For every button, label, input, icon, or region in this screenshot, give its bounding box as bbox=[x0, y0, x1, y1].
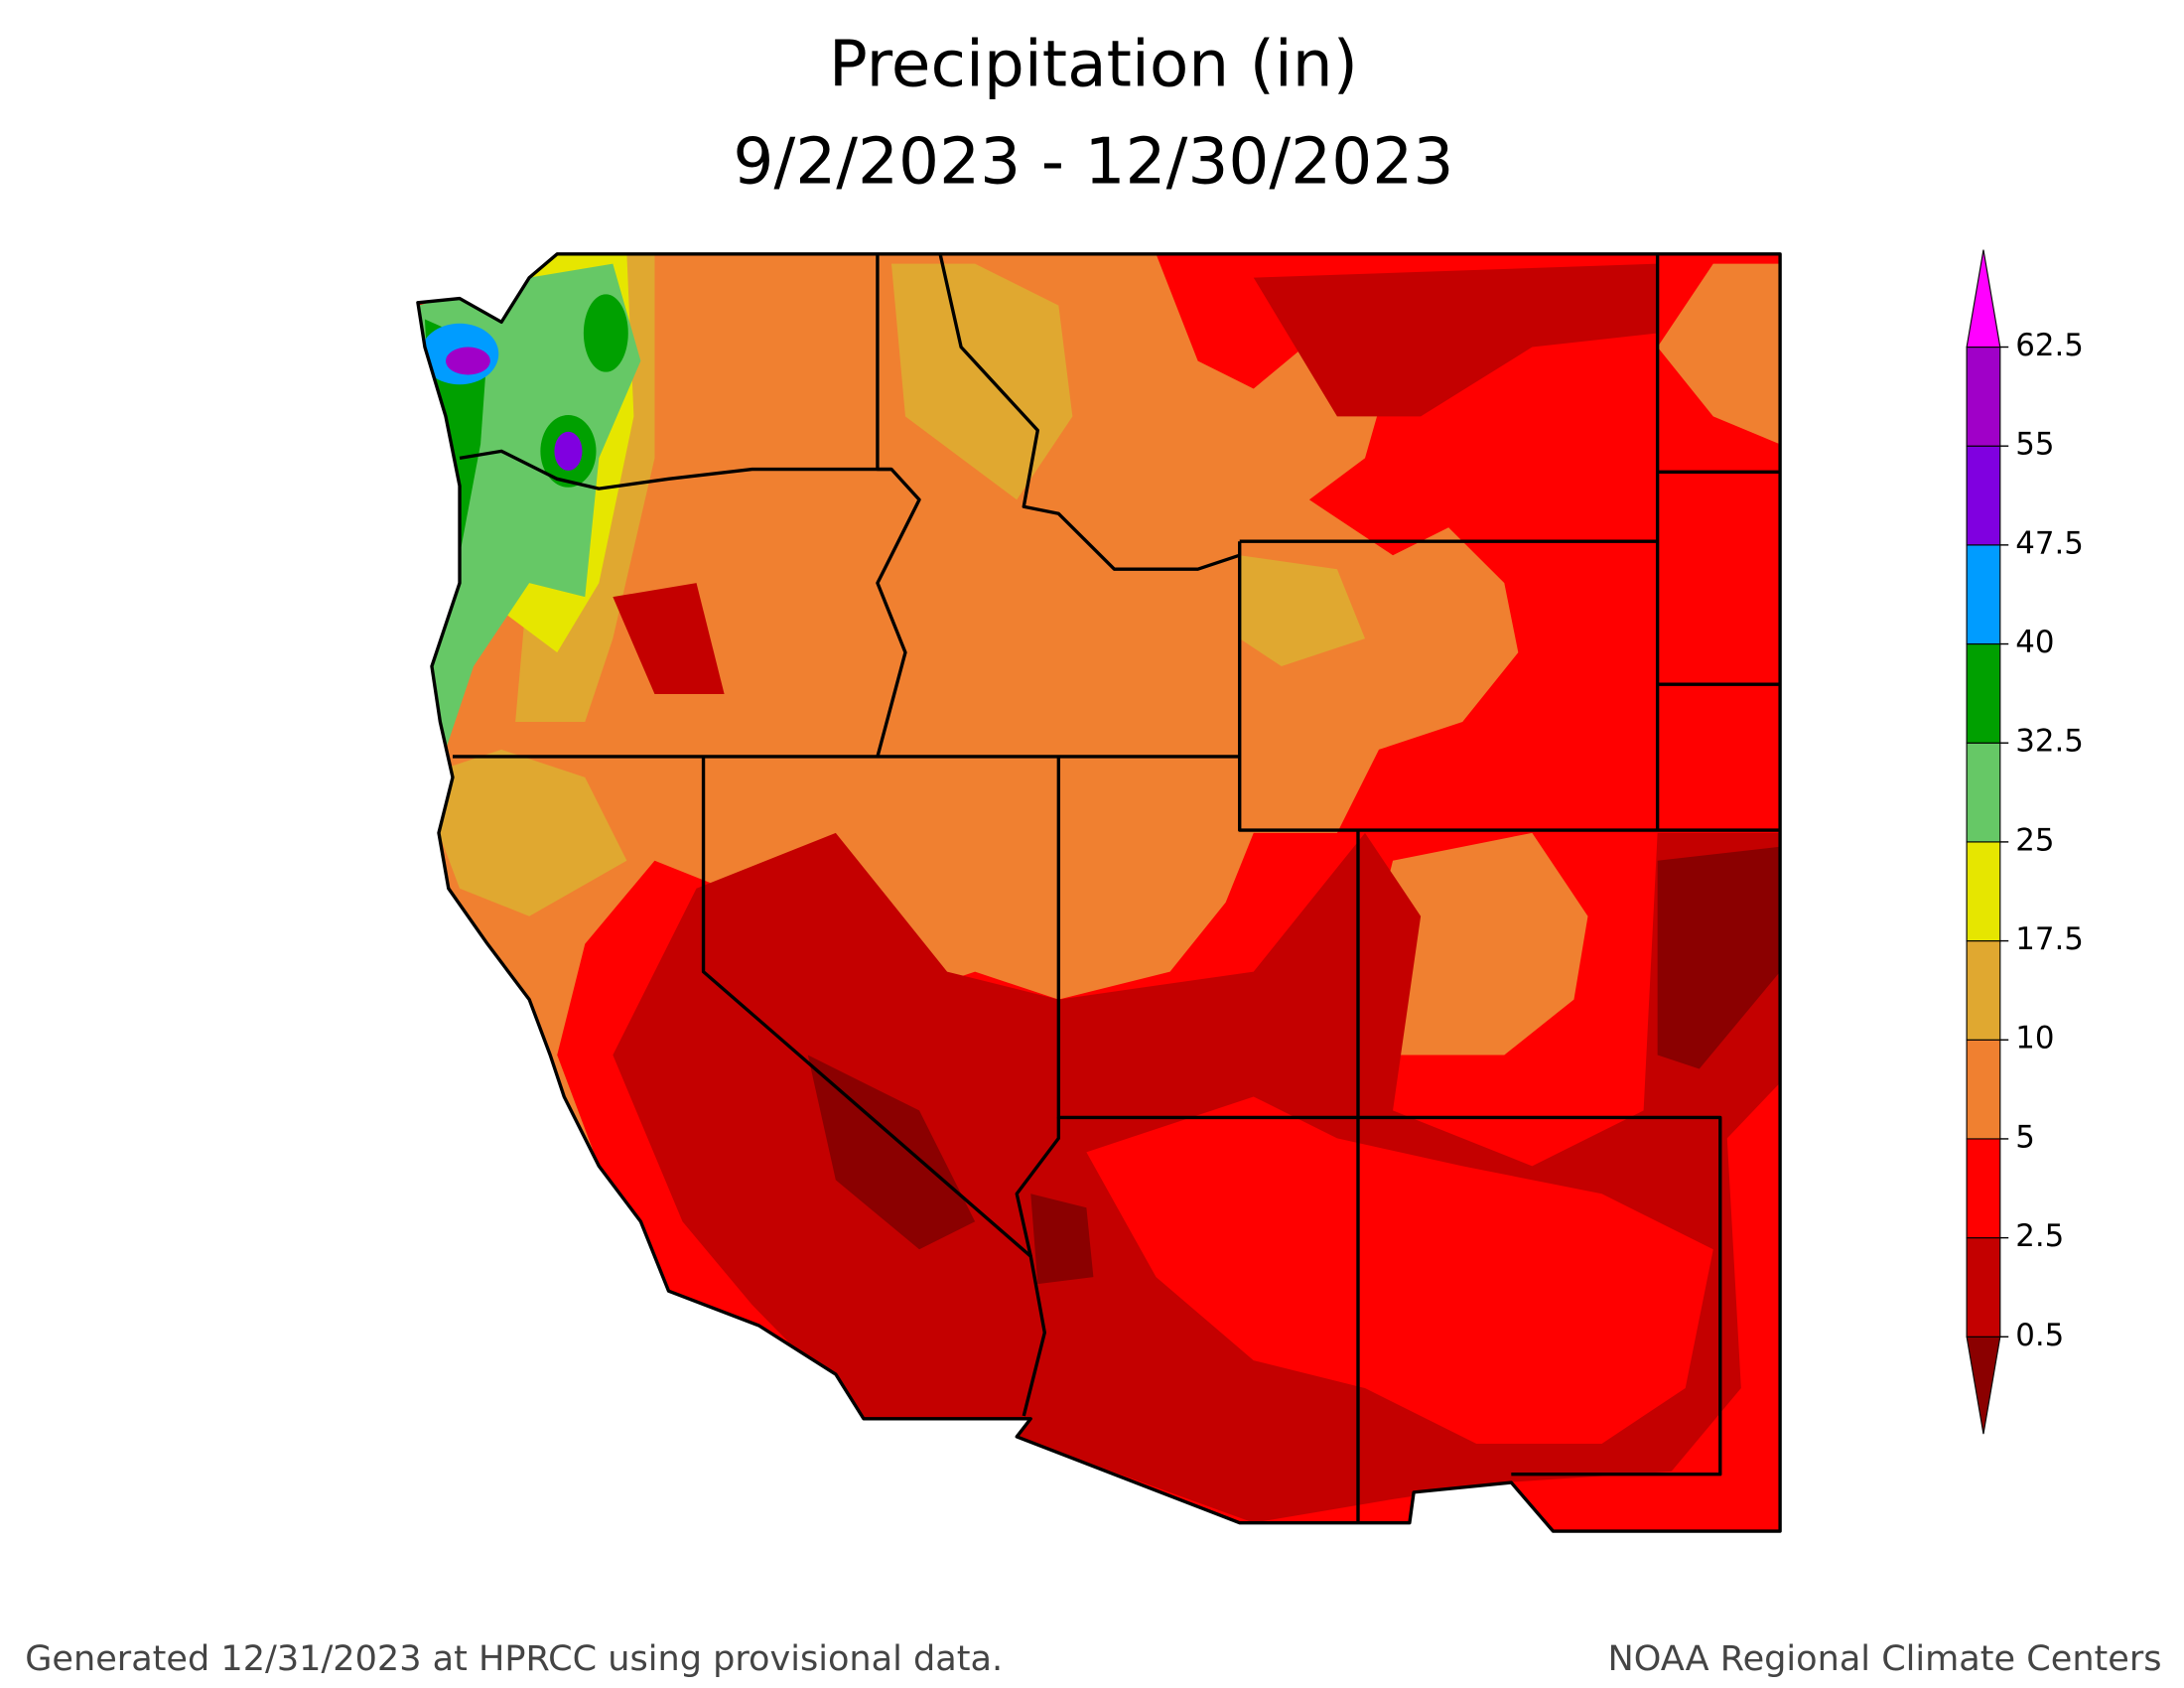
colorbar-label: 47.5 bbox=[2015, 525, 2084, 561]
field-region bbox=[1365, 832, 1588, 1055]
field-region bbox=[1253, 263, 1658, 417]
field-region bbox=[583, 294, 628, 372]
colorbar-label: 62.5 bbox=[2015, 328, 2084, 363]
colorbar-segment bbox=[1966, 1237, 2001, 1337]
field-region bbox=[417, 253, 1519, 1167]
map-title: Precipitation (in) bbox=[829, 28, 1358, 102]
colorbar-label: 17.5 bbox=[2015, 921, 2084, 957]
field-region bbox=[1657, 263, 1781, 445]
field-region bbox=[417, 749, 627, 916]
precipitation-field bbox=[417, 253, 1781, 1532]
state-border bbox=[701, 756, 1046, 1417]
map-subtitle: 9/2/2023 - 12/30/2023 bbox=[733, 125, 1453, 200]
colorbar-segment bbox=[1966, 940, 2001, 1041]
footer-right: NOAA Regional Climate Centers bbox=[1607, 1639, 2161, 1679]
field-region bbox=[1657, 846, 1781, 1069]
state-border bbox=[1238, 541, 1781, 832]
field-region bbox=[1030, 1194, 1094, 1285]
colorbar-label: 2.5 bbox=[2015, 1218, 2064, 1254]
colorbar-segment bbox=[1966, 841, 2001, 942]
state-border bbox=[876, 253, 921, 758]
footer-left: Generated 12/31/2023 at HPRCC using prov… bbox=[25, 1639, 1003, 1679]
field-region bbox=[613, 583, 725, 695]
colorbar: 0.5 2.5 5 10 17.5 25 32.5 40 47.5 55 62.5 bbox=[1966, 249, 2084, 1435]
colorbar-segment bbox=[1966, 642, 2001, 744]
field-region bbox=[807, 1055, 976, 1250]
state-border bbox=[1015, 1117, 1061, 1257]
colorbar-segment bbox=[1966, 544, 2001, 645]
colorbar-label: 10 bbox=[2015, 1021, 2054, 1056]
field-region bbox=[890, 263, 1073, 500]
colorbar-segment bbox=[1966, 742, 2001, 843]
colorbar-label: 25 bbox=[2015, 822, 2054, 858]
colorbar-label: 32.5 bbox=[2015, 724, 2084, 760]
colorbar-segment bbox=[1966, 1039, 2001, 1140]
colorbar-segment bbox=[1966, 445, 2001, 546]
colorbar-segment bbox=[1966, 1138, 2001, 1239]
field-region bbox=[554, 431, 583, 471]
field-region bbox=[1239, 555, 1365, 667]
field-region bbox=[445, 347, 490, 375]
colorbar-segment bbox=[1966, 346, 2001, 447]
state-border bbox=[938, 253, 1241, 571]
field-region bbox=[1086, 1096, 1713, 1444]
colorbar-segment bbox=[1966, 249, 2001, 349]
state-border bbox=[1056, 756, 1722, 1477]
state-border bbox=[459, 449, 891, 491]
colorbar-label: 55 bbox=[2015, 427, 2054, 463]
state-borders bbox=[416, 252, 1782, 1533]
region-outline bbox=[416, 252, 1782, 1533]
colorbar-label: 40 bbox=[2015, 625, 2054, 660]
colorbar-label: 0.5 bbox=[2015, 1318, 2064, 1353]
colorbar-segment bbox=[1966, 1336, 2001, 1435]
colorbar-label: 5 bbox=[2015, 1119, 2035, 1155]
